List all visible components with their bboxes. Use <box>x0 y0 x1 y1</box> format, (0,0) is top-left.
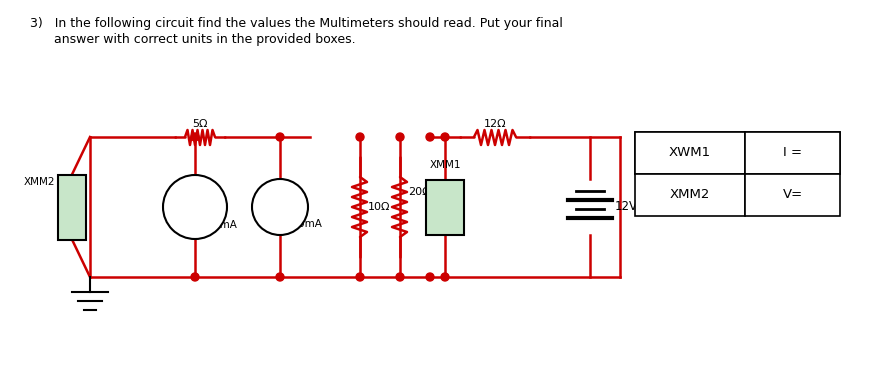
FancyBboxPatch shape <box>635 132 745 174</box>
Text: XMM2: XMM2 <box>669 188 711 202</box>
FancyBboxPatch shape <box>745 132 840 174</box>
Text: I1: I1 <box>285 198 295 208</box>
Text: +: + <box>438 192 446 202</box>
Circle shape <box>356 133 364 141</box>
Text: -: - <box>70 214 73 224</box>
FancyBboxPatch shape <box>745 174 840 216</box>
Text: Measurement: Measurement <box>644 147 736 159</box>
Text: 10Ω: 10Ω <box>368 202 391 212</box>
FancyBboxPatch shape <box>635 132 745 174</box>
Circle shape <box>441 273 449 281</box>
Circle shape <box>441 133 449 141</box>
Circle shape <box>276 273 284 281</box>
Circle shape <box>396 133 404 141</box>
Text: 12V: 12V <box>615 200 638 214</box>
Circle shape <box>396 273 404 281</box>
Text: 20Ω: 20Ω <box>408 187 431 197</box>
Text: 3)   In the following circuit find the values the Multimeters should read. Put y: 3) In the following circuit find the val… <box>30 17 563 30</box>
Circle shape <box>276 133 284 141</box>
Circle shape <box>426 133 434 141</box>
Text: I2: I2 <box>200 197 211 207</box>
Text: XWM1: XWM1 <box>669 147 711 159</box>
Text: V=: V= <box>782 188 802 202</box>
FancyBboxPatch shape <box>58 175 86 240</box>
Circle shape <box>163 175 227 239</box>
Text: -: - <box>440 214 444 224</box>
Text: XMM1: XMM1 <box>429 159 461 170</box>
Circle shape <box>426 273 434 281</box>
FancyBboxPatch shape <box>426 180 464 235</box>
Text: +: + <box>68 190 76 200</box>
Text: answer with correct units in the provided boxes.: answer with correct units in the provide… <box>30 33 356 46</box>
Text: 5Ω: 5Ω <box>192 119 208 129</box>
Circle shape <box>356 273 364 281</box>
Text: I =: I = <box>783 147 802 159</box>
FancyBboxPatch shape <box>745 132 840 174</box>
FancyBboxPatch shape <box>635 174 745 216</box>
Circle shape <box>252 179 308 235</box>
Text: 200mA: 200mA <box>285 219 322 229</box>
Text: 12Ω: 12Ω <box>483 119 506 129</box>
Circle shape <box>191 133 199 141</box>
Circle shape <box>191 273 199 281</box>
Text: 300mA: 300mA <box>200 220 237 230</box>
Text: XMM2: XMM2 <box>24 177 55 187</box>
Text: Values: Values <box>770 146 815 160</box>
